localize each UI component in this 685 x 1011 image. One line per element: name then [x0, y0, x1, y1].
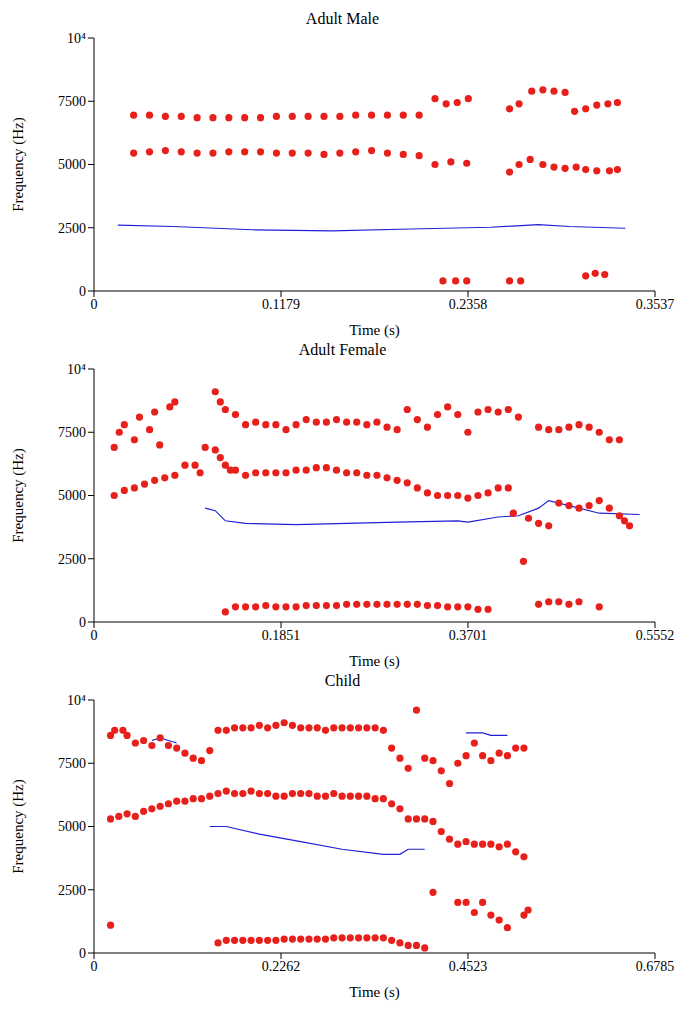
svg-text:Frequency (Hz): Frequency (Hz) [10, 448, 27, 543]
svg-text:7500: 7500 [58, 756, 86, 771]
svg-text:7500: 7500 [58, 94, 86, 109]
svg-text:5000: 5000 [58, 488, 86, 503]
svg-text:5000: 5000 [58, 819, 86, 834]
svg-text:0.4523: 0.4523 [449, 959, 488, 974]
svg-text:5000: 5000 [58, 157, 86, 172]
svg-text:0: 0 [91, 628, 98, 643]
svg-text:0.1179: 0.1179 [262, 297, 300, 312]
svg-text:0.6785: 0.6785 [636, 959, 675, 974]
svg-text:7500: 7500 [58, 425, 86, 440]
svg-text:10⁴: 10⁴ [67, 31, 86, 46]
svg-text:2500: 2500 [58, 552, 86, 567]
svg-text:0: 0 [91, 297, 98, 312]
svg-text:0.3701: 0.3701 [449, 628, 488, 643]
svg-text:Time (s): Time (s) [349, 653, 400, 670]
svg-text:0: 0 [79, 284, 86, 299]
svg-text:0.3537: 0.3537 [636, 297, 675, 312]
svg-text:10⁴: 10⁴ [67, 362, 86, 377]
svg-text:2500: 2500 [58, 221, 86, 236]
svg-text:0.2358: 0.2358 [449, 297, 488, 312]
svg-text:0.2262: 0.2262 [262, 959, 301, 974]
svg-text:2500: 2500 [58, 883, 86, 898]
svg-text:Frequency (Hz): Frequency (Hz) [10, 117, 27, 212]
html-text:Child: Child [324, 672, 361, 689]
svg-text:Time (s): Time (s) [349, 322, 400, 339]
html-text:Adult Female: Adult Female [298, 341, 387, 358]
svg-text:0: 0 [79, 615, 86, 630]
svg-text:Frequency (Hz): Frequency (Hz) [10, 779, 27, 874]
svg-text:10⁴: 10⁴ [67, 693, 86, 708]
svg-text:Time (s): Time (s) [349, 984, 400, 1001]
svg-text:0.1851: 0.1851 [262, 628, 301, 643]
svg-text:0: 0 [91, 959, 98, 974]
html-text:Adult Male: Adult Male [305, 10, 380, 27]
svg-text:0.5552: 0.5552 [636, 628, 675, 643]
svg-text:0: 0 [79, 946, 86, 961]
